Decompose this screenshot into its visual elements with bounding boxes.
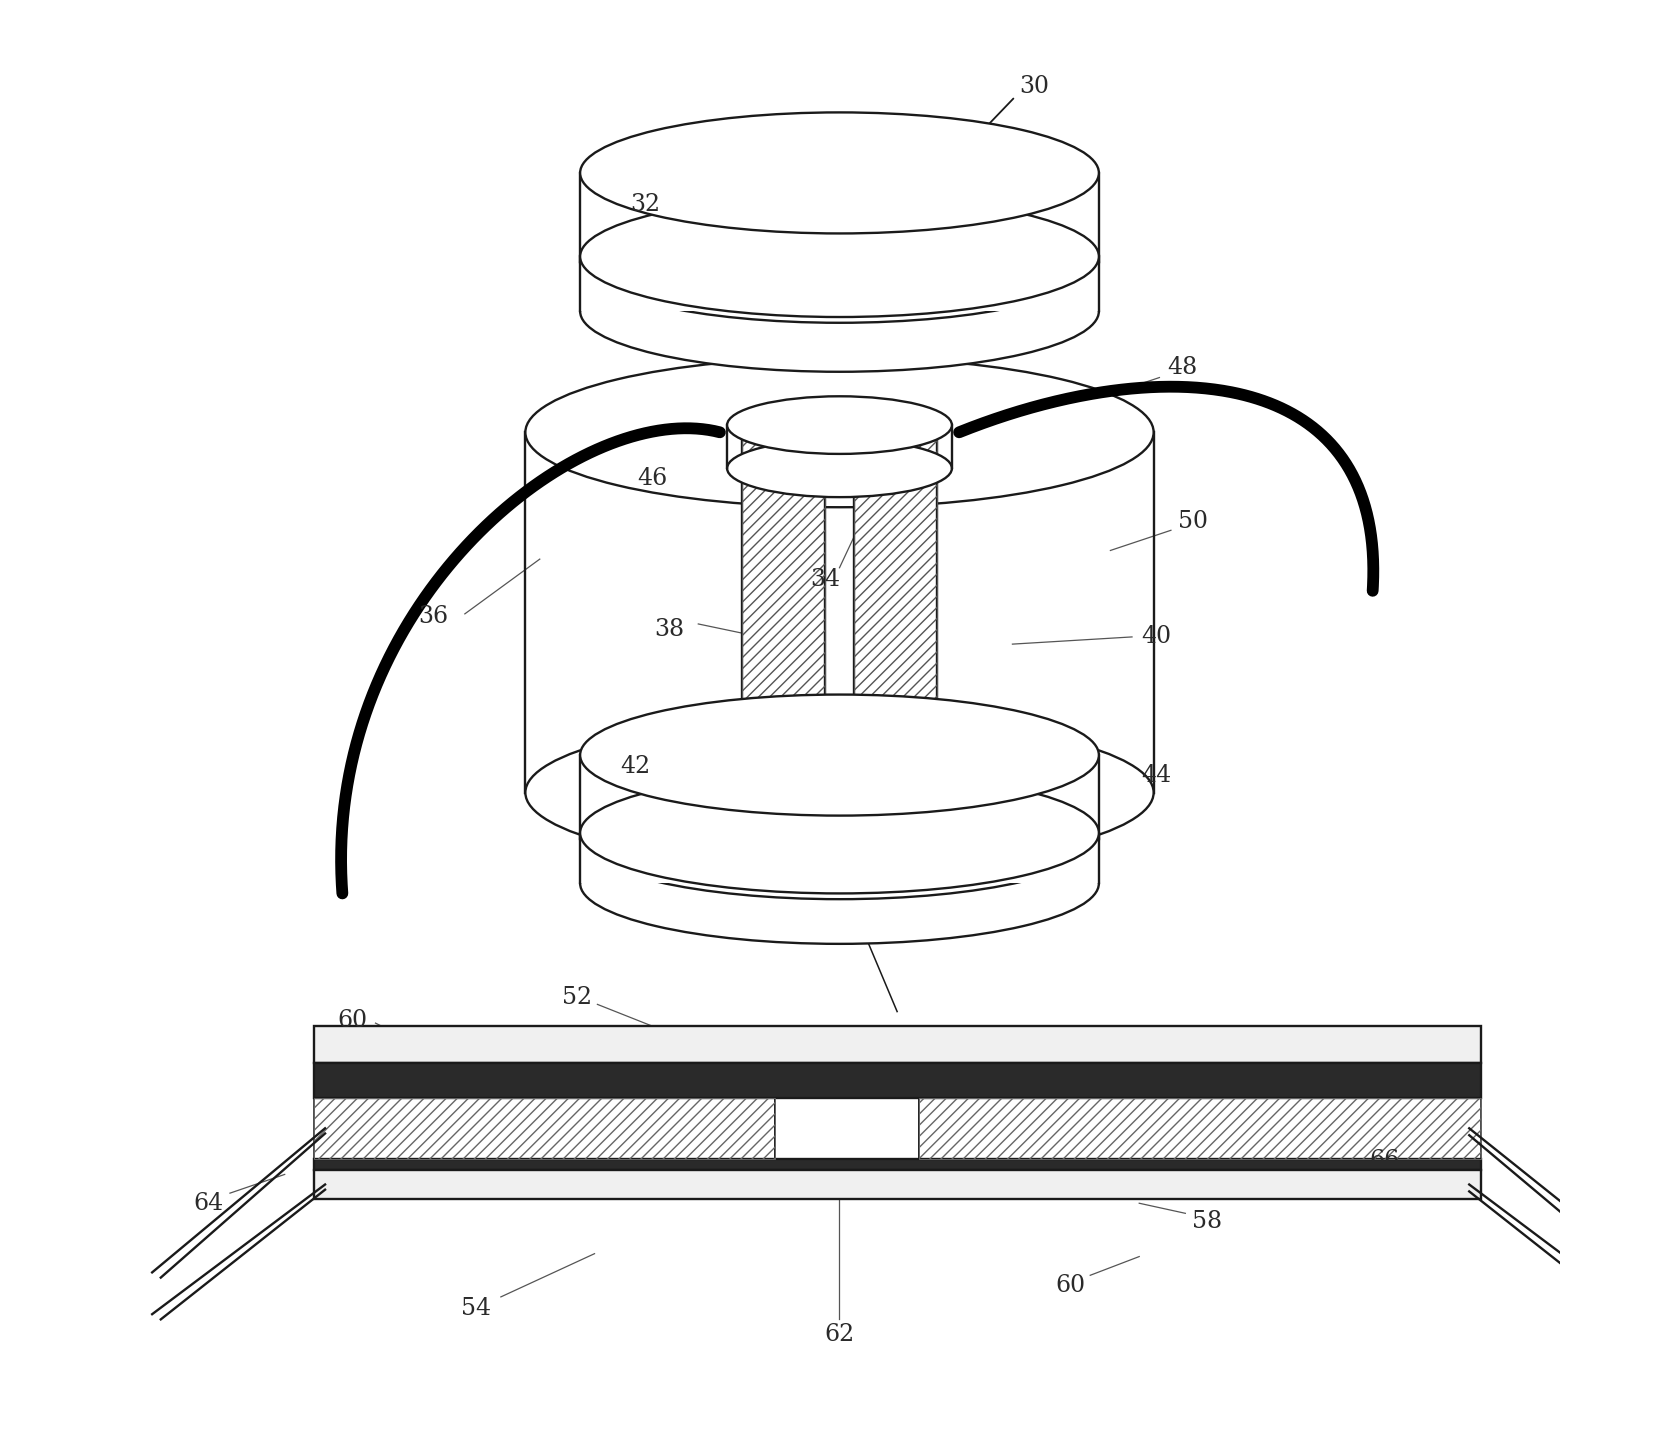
Text: 58: 58 [1192,1210,1222,1233]
Bar [314,1170,1481,1199]
Ellipse shape [581,112,1098,233]
Ellipse shape [581,823,1098,944]
Text: 42: 42 [620,755,650,778]
Bar [742,440,824,749]
Ellipse shape [727,440,952,497]
Text: 40: 40 [1142,625,1172,648]
Ellipse shape [581,251,1098,372]
Bar [918,1098,1481,1159]
Text: 64: 64 [193,1192,223,1215]
Text: 38: 38 [655,618,685,641]
Bar [742,440,824,749]
Bar [774,1098,918,1159]
Text: 60: 60 [337,1009,368,1032]
Text: 36: 36 [418,605,448,628]
Ellipse shape [727,735,952,793]
Text: 30: 30 [1019,75,1049,98]
Text: 32: 32 [630,193,660,216]
Ellipse shape [581,695,1098,816]
Text: 60: 60 [1054,1274,1085,1297]
Text: 34: 34 [809,568,840,591]
Bar [581,256,1098,311]
Ellipse shape [526,357,1153,507]
Text: 50: 50 [1177,510,1207,533]
Bar [855,440,937,749]
Bar [526,432,1153,793]
Bar [581,833,1098,883]
Bar [581,173,1098,262]
Bar [314,1026,1481,1063]
Ellipse shape [727,396,952,454]
Text: 48: 48 [1167,356,1197,379]
Text: 66: 66 [1368,1148,1399,1172]
Bar [314,1063,1481,1098]
Ellipse shape [581,196,1098,317]
Text: 56: 56 [312,1066,343,1089]
Text: 46: 46 [636,467,667,490]
Text: 62: 62 [824,1323,855,1346]
Ellipse shape [581,202,1098,323]
Text: 54: 54 [462,1297,492,1320]
Bar [314,1098,774,1159]
Bar [855,440,937,749]
Bar [314,1159,1481,1170]
Bar [581,755,1098,839]
Bar [314,1098,774,1159]
Ellipse shape [727,778,952,836]
Bar [918,1098,1481,1159]
Text: 52: 52 [562,986,593,1009]
Ellipse shape [581,778,1098,899]
Ellipse shape [526,718,1153,867]
Ellipse shape [581,772,1098,893]
Text: 44: 44 [1142,764,1172,787]
